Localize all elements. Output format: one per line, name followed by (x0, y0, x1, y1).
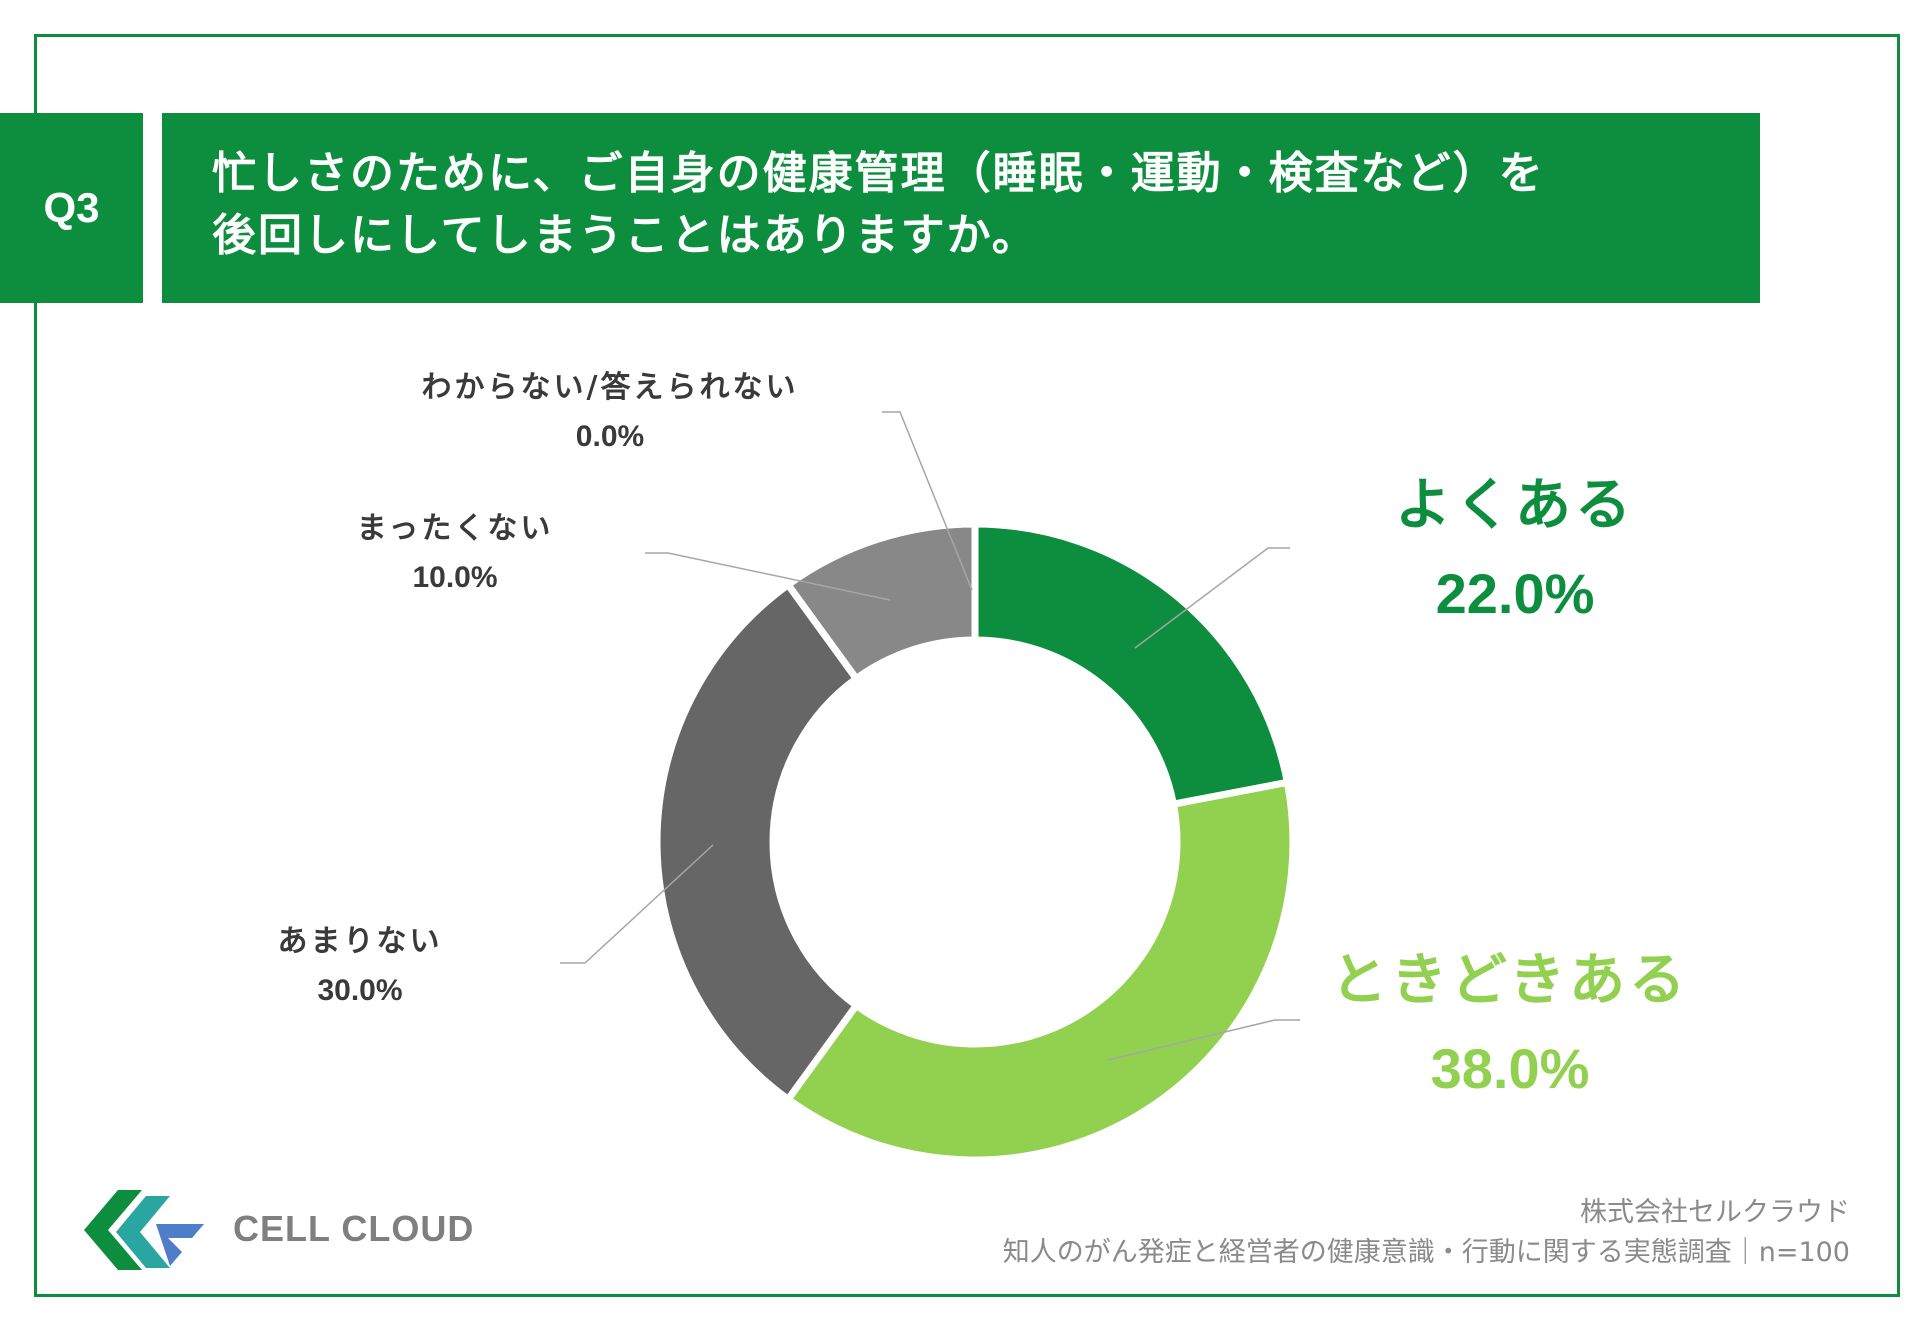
question-title-line-2: 後回しにしてしまうことはありますか。 (212, 210, 1038, 261)
logo-text: CELL CLOUD (233, 1208, 475, 1249)
label-never: まったくない 10.0% (310, 503, 600, 595)
leader-sometimes (1107, 1019, 1300, 1061)
leader-often (1134, 547, 1290, 649)
label-never-name: まったくない (356, 511, 554, 546)
slice-rarely (653, 579, 862, 1105)
footer-survey: 知人のがん発症と経営者の健康意識・行動に関する実態調査｜n=100 (1002, 1237, 1850, 1268)
footer-company: 株式会社セルクラウド (1580, 1197, 1850, 1228)
slice-often (971, 520, 1292, 809)
label-rarely: あまりない 30.0% (230, 916, 490, 1008)
label-rarely-value: 30.0% (317, 974, 403, 1007)
label-often: よくある 22.0% (1330, 460, 1700, 626)
label-never-value: 10.0% (412, 561, 498, 594)
label-often-value: 22.0% (1435, 562, 1595, 625)
question-title-banner: 忙しさのために、ご自身の健康管理（睡眠・運動・検査など）を 後回しにしてしまうこ… (162, 113, 1760, 303)
slice-never (783, 520, 979, 684)
leader-never (645, 552, 891, 601)
label-unknown: わからない/答えられない 0.0% (400, 362, 820, 454)
question-number: Q3 (43, 184, 100, 231)
label-rarely-name: あまりない (277, 924, 443, 959)
leader-rarely (560, 844, 714, 964)
label-sometimes: ときどきある 38.0% (1310, 935, 1710, 1101)
cell-cloud-logo-icon (84, 1190, 204, 1270)
footer-source: 株式会社セルクラウド 知人のがん発症と経営者の健康意識・行動に関する実態調査｜n… (1003, 1193, 1850, 1273)
label-unknown-name: わからない/答えられない (421, 370, 799, 405)
label-sometimes-name: ときどきある (1330, 948, 1690, 1013)
outer-frame (34, 34, 1900, 1297)
label-sometimes-value: 38.0% (1430, 1037, 1590, 1100)
question-number-badge: Q3 (0, 113, 143, 303)
question-title-line-1: 忙しさのために、ご自身の健康管理（睡眠・運動・検査など）を (212, 148, 1545, 199)
label-often-name: よくある (1395, 473, 1635, 538)
label-unknown-value: 0.0% (575, 420, 645, 453)
leader-unknown (882, 411, 973, 591)
slice-sometimes (783, 778, 1297, 1164)
